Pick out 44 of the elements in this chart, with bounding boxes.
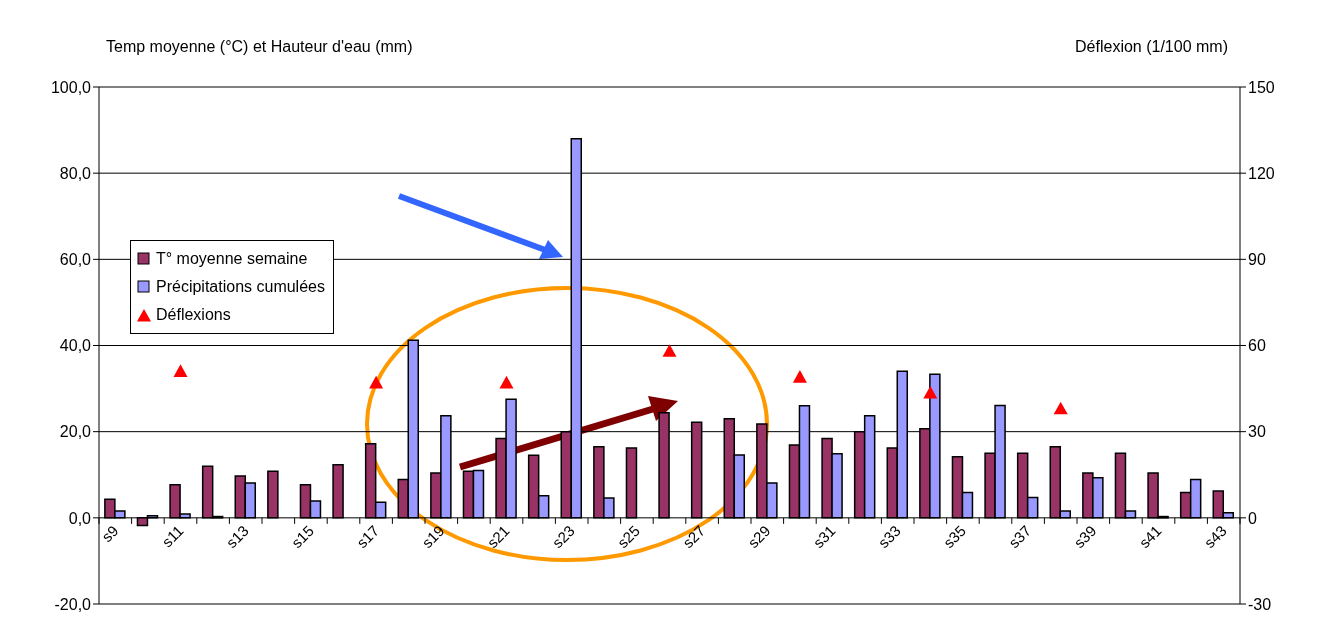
y2-tick-label: -30 bbox=[1248, 595, 1272, 613]
y-tick-label: 40,0 bbox=[59, 337, 92, 355]
y2-axis-title: Déflexion (1/100 mm) bbox=[1075, 38, 1228, 56]
legend-label: Déflexions bbox=[156, 305, 231, 325]
point bbox=[792, 370, 807, 383]
y2-tick-label: 90 bbox=[1248, 251, 1266, 269]
x-tick-label: s23 bbox=[548, 521, 578, 552]
legend-label: T° moyenne semaine bbox=[156, 249, 308, 269]
point bbox=[173, 364, 188, 377]
x-tick-label: s19 bbox=[418, 521, 448, 552]
x-tick-label: s31 bbox=[809, 521, 839, 552]
x-tick-label: s27 bbox=[679, 521, 709, 552]
y-tick-label: 0,0 bbox=[68, 509, 92, 527]
y-tick-label: -20,0 bbox=[54, 595, 92, 613]
x-tick-label: s39 bbox=[1070, 521, 1100, 552]
y2-tick-label: 60 bbox=[1248, 337, 1266, 355]
y-tick-label: 60,0 bbox=[59, 251, 92, 269]
x-tick-label: s15 bbox=[287, 521, 318, 552]
y-axis-title: Temp moyenne (°C) et Hauteur d'eau (mm) bbox=[106, 38, 413, 56]
x-tick-label: s33 bbox=[874, 521, 904, 552]
x-tick-label: s29 bbox=[744, 521, 774, 552]
x-tick-label: s35 bbox=[939, 521, 970, 552]
x-tick-label: s43 bbox=[1200, 521, 1230, 552]
x-tick-label: s17 bbox=[353, 521, 383, 552]
point bbox=[923, 385, 938, 399]
x-tick-label: s11 bbox=[158, 521, 187, 551]
point bbox=[369, 375, 384, 389]
legend-label: Précipitations cumulées bbox=[156, 277, 325, 297]
x-tick-label: s13 bbox=[222, 521, 252, 552]
x-tick-label: s9 bbox=[98, 521, 122, 546]
point bbox=[499, 375, 514, 389]
x-tick-label: s25 bbox=[613, 521, 644, 552]
y2-tick-label: 120 bbox=[1248, 164, 1275, 182]
x-tick-label: s41 bbox=[1135, 521, 1165, 552]
x-tick-label: s21 bbox=[483, 521, 513, 552]
y-tick-label: 20,0 bbox=[59, 423, 92, 441]
y2-tick-label: 150 bbox=[1248, 78, 1275, 96]
y2-tick-label: 30 bbox=[1248, 423, 1266, 441]
y2-tick-label: 0 bbox=[1248, 509, 1257, 527]
y-tick-label: 80,0 bbox=[59, 164, 92, 182]
point bbox=[662, 344, 677, 357]
y-tick-label: 100,0 bbox=[50, 78, 92, 96]
x-tick-label: s37 bbox=[1005, 521, 1035, 552]
point bbox=[1053, 401, 1068, 415]
